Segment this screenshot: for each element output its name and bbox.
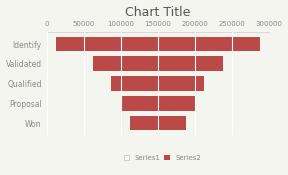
Bar [121, 96, 195, 111]
Bar [47, 96, 121, 111]
Bar [47, 116, 130, 131]
Bar [47, 76, 111, 91]
Bar [111, 76, 204, 91]
Bar [56, 37, 260, 51]
Title: Chart Title: Chart Title [125, 6, 190, 19]
Bar [130, 116, 185, 131]
Bar [47, 56, 93, 71]
Bar [93, 56, 223, 71]
Legend: Series1, Series2: Series1, Series2 [124, 155, 201, 161]
Bar [47, 37, 56, 51]
